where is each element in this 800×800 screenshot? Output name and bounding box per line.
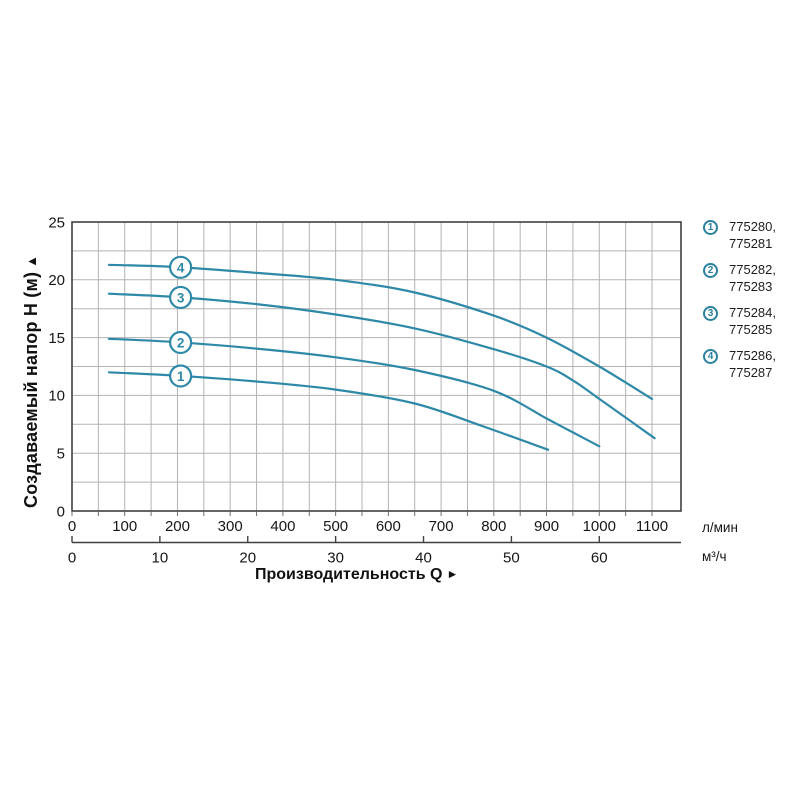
unit-label-m3h: м³/ч [702, 549, 727, 564]
y-tick-label: 25 [48, 214, 65, 231]
legend-model-line: 775280, [729, 219, 776, 234]
x-axis-title: Производительность Q ► [255, 566, 458, 584]
right-arrow-icon: ► [446, 567, 459, 581]
x-tick-label-lpm: 1100 [636, 518, 668, 535]
x-tick-label-m3h: 10 [152, 549, 169, 566]
y-tick-label: 0 [57, 503, 65, 520]
curve-2 [107, 337, 601, 448]
y-axis-title-text: Создаваемый напор H (м) [21, 271, 41, 508]
legend-model-line: 775282, [729, 262, 776, 277]
y-tick-label: 10 [48, 388, 65, 405]
legend-model-line: 775283 [729, 279, 773, 294]
x-tick-label-lpm: 700 [429, 518, 454, 535]
x-tick-label-lpm: 800 [481, 518, 506, 535]
legend-series-models: 775280, 775281 [729, 218, 776, 252]
legend-series-badge: 3 [703, 306, 718, 321]
x-tick-label-lpm: 200 [165, 518, 190, 535]
y-axis-title: Создаваемый напор H (м) ▲ [21, 255, 42, 508]
x-tick-label-m3h: 40 [415, 549, 432, 566]
legend-series-badge: 2 [703, 263, 718, 278]
legend-series-models: 775286, 775287 [729, 347, 776, 381]
legend-model-line: 775281 [729, 236, 773, 251]
legend-model-line: 775285 [729, 322, 773, 337]
legend-series-models: 775284, 775285 [729, 304, 776, 338]
curve-label-circle-1 [169, 364, 193, 388]
legend-model-line: 775284, [729, 305, 776, 320]
legend-item: 3 775284, 775285 [703, 304, 776, 338]
x-tick-label-lpm: 900 [534, 518, 559, 535]
legend-item: 2 775282, 775283 [703, 261, 776, 295]
curve-label-number-3: 3 [177, 291, 185, 306]
x-tick-label-m3h: 60 [591, 549, 608, 566]
x-tick-label-m3h: 30 [327, 549, 344, 566]
x-tick-label-lpm: 100 [112, 518, 137, 535]
curve-label-number-4: 4 [177, 261, 185, 276]
curve-3 [107, 292, 656, 440]
legend-series-models: 775282, 775283 [729, 261, 776, 295]
legend-item: 1 775280, 775281 [703, 218, 776, 252]
legend-model-line: 775286, [729, 348, 776, 363]
plot-border [71, 221, 682, 512]
x-tick-label-m3h: 50 [503, 549, 520, 566]
x-tick-label-lpm: 0 [68, 518, 76, 535]
y-tick-label: 15 [48, 330, 65, 347]
legend-model-line: 775287 [729, 365, 773, 380]
curve-label-circle-4 [169, 255, 193, 279]
curve-label-number-2: 2 [177, 336, 185, 351]
legend-series-badge: 4 [703, 349, 718, 364]
legend-item: 4 775286, 775287 [703, 347, 776, 381]
y-tick-label: 5 [57, 445, 65, 462]
x-tick-label-m3h: 20 [239, 549, 256, 566]
legend-series-badge: 1 [703, 220, 718, 235]
x-tick-label-lpm: 600 [376, 518, 401, 535]
curve-label-number-1: 1 [177, 369, 185, 384]
up-arrow-icon: ▲ [24, 254, 39, 268]
x-tick-label-lpm: 500 [323, 518, 348, 535]
legend: 1 775280, 775281 2 775282, 775283 3 775284… [703, 218, 776, 381]
x-axis-title-text: Производительность Q [255, 566, 443, 583]
x-tick-label-lpm: 1000 [583, 518, 616, 535]
x-tick-label-lpm: 300 [218, 518, 243, 535]
curve-label-circle-3 [169, 285, 193, 310]
y-tick-label: 20 [48, 272, 65, 289]
x-tick-label-lpm: 400 [270, 518, 295, 535]
curve-label-circle-2 [169, 330, 193, 355]
curve-4 [107, 263, 654, 400]
unit-label-lpm: л/мин [702, 520, 738, 535]
x-tick-label-m3h: 0 [68, 549, 76, 566]
